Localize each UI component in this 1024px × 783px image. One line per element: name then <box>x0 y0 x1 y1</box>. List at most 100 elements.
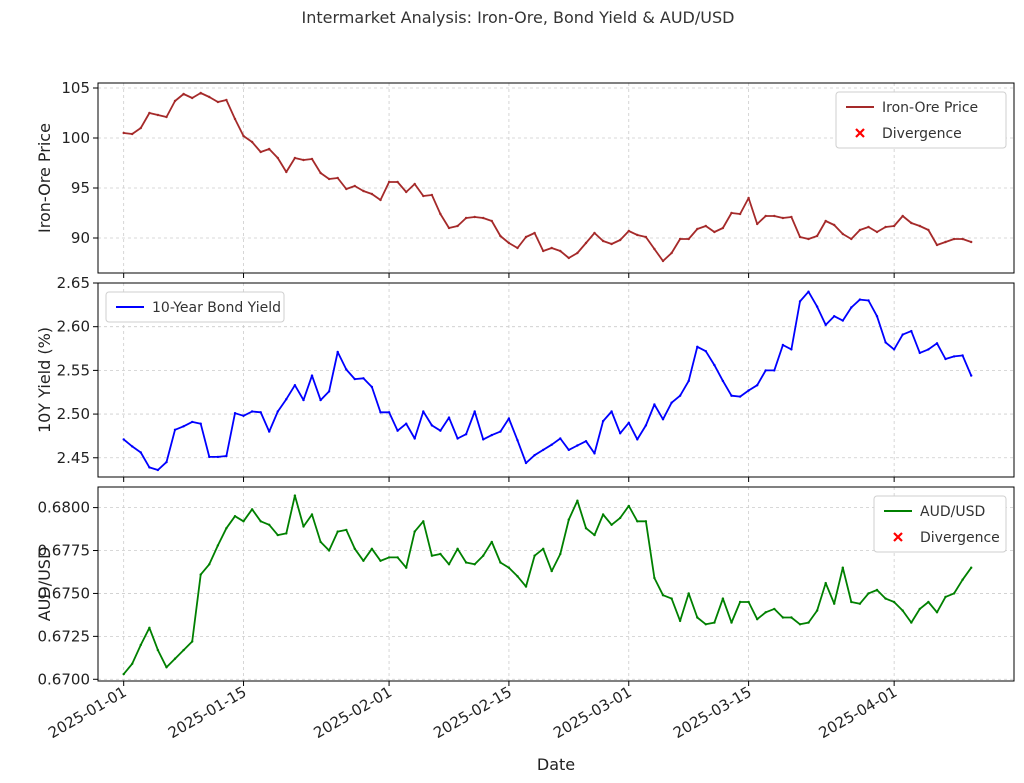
data-point <box>850 237 853 241</box>
data-point <box>216 544 220 547</box>
data-point <box>542 448 545 452</box>
data-point <box>422 520 425 523</box>
y-tick-label: 2.45 <box>57 449 90 467</box>
data-point <box>285 532 288 535</box>
data-point <box>216 455 220 459</box>
data-point <box>259 520 262 523</box>
plot-frame <box>97 82 1015 274</box>
data-point <box>259 411 262 414</box>
data-point <box>738 600 742 604</box>
data-point <box>927 600 930 604</box>
data-point <box>678 394 682 397</box>
data-point <box>559 249 562 253</box>
data-point <box>747 389 750 392</box>
data-point <box>952 355 956 358</box>
plot-frame <box>97 282 1015 478</box>
data-point <box>473 410 476 413</box>
data-point <box>507 417 511 420</box>
data-point <box>850 600 853 604</box>
data-point <box>524 235 528 239</box>
data-point <box>918 351 921 355</box>
data-point <box>499 561 502 564</box>
data-point <box>952 237 956 241</box>
y-tick-label: 2.60 <box>57 318 90 336</box>
data-point <box>918 607 921 611</box>
data-point <box>567 518 570 521</box>
data-point <box>430 554 434 557</box>
data-point <box>447 563 451 566</box>
y-tick-label: 0.6700 <box>38 670 91 688</box>
data-point <box>216 100 220 104</box>
data-point <box>756 384 759 387</box>
data-point <box>687 379 690 383</box>
data-point <box>807 290 810 293</box>
data-point <box>601 239 605 243</box>
y-tick-label: 2.65 <box>57 274 90 292</box>
panel-bond: 2.45 2.50 2.55 2.60 2.65 10Y Yield (%) 10-Year… <box>35 274 1015 482</box>
data-point <box>131 445 134 448</box>
data-point <box>756 222 759 226</box>
data-point <box>233 412 237 415</box>
data-point <box>499 430 502 433</box>
data-point <box>961 354 964 357</box>
data-point <box>191 96 194 100</box>
data-point <box>704 350 707 353</box>
y-axis-label: Iron-Ore Price <box>35 123 54 233</box>
data-point <box>199 573 202 576</box>
data-point <box>678 237 682 241</box>
data-point <box>122 672 125 676</box>
series-line-aud <box>123 494 972 675</box>
data-point <box>156 113 160 117</box>
data-point <box>327 177 331 181</box>
data-point <box>345 368 348 371</box>
data-point <box>704 224 707 228</box>
data-point <box>773 607 776 611</box>
data-point <box>567 448 570 452</box>
data-point <box>841 232 844 236</box>
legend-label: Iron-Ore Price <box>882 100 978 116</box>
x-axis: 2025-01-01 2025-01-15 2025-02-01 2025-02-15… <box>45 683 900 742</box>
data-point <box>892 224 896 228</box>
data-point <box>302 158 305 162</box>
data-point <box>935 342 939 345</box>
data-point <box>208 95 211 99</box>
data-point <box>781 616 785 619</box>
data-point <box>584 241 588 245</box>
y-axis-label: 10Y Yield (%) <box>35 327 54 433</box>
data-point <box>559 552 562 556</box>
data-point <box>593 452 596 455</box>
data-point <box>756 618 759 621</box>
data-point <box>661 594 665 597</box>
data-point <box>490 219 493 223</box>
data-point <box>730 394 733 397</box>
data-point <box>644 235 648 239</box>
data-point <box>601 513 605 516</box>
data-point <box>473 563 476 566</box>
data-point <box>627 504 630 508</box>
data-point <box>696 616 699 619</box>
x-axis-label: Date <box>537 755 575 774</box>
data-point <box>867 299 870 302</box>
data-point <box>191 640 194 643</box>
data-point <box>696 227 699 231</box>
data-point <box>944 595 947 599</box>
data-point <box>815 305 819 308</box>
divergence-marker-icon <box>855 128 865 138</box>
data-point <box>242 520 245 523</box>
x-tick-label: 2025-03-15 <box>670 683 755 742</box>
data-point <box>422 410 425 413</box>
data-point <box>884 225 887 229</box>
data-point <box>362 559 365 562</box>
y-tick-label: 0.6775 <box>38 542 91 560</box>
data-point <box>405 190 408 194</box>
data-point <box>370 385 374 389</box>
data-point <box>225 527 228 530</box>
data-point <box>781 216 785 220</box>
data-point <box>627 229 630 233</box>
data-point <box>413 182 416 186</box>
panel-aud: 0.67000.67250.67500.67750.6800AUD/USDAUD… <box>35 486 1015 688</box>
data-point <box>242 134 245 138</box>
data-point <box>927 348 930 351</box>
data-point <box>293 494 297 497</box>
